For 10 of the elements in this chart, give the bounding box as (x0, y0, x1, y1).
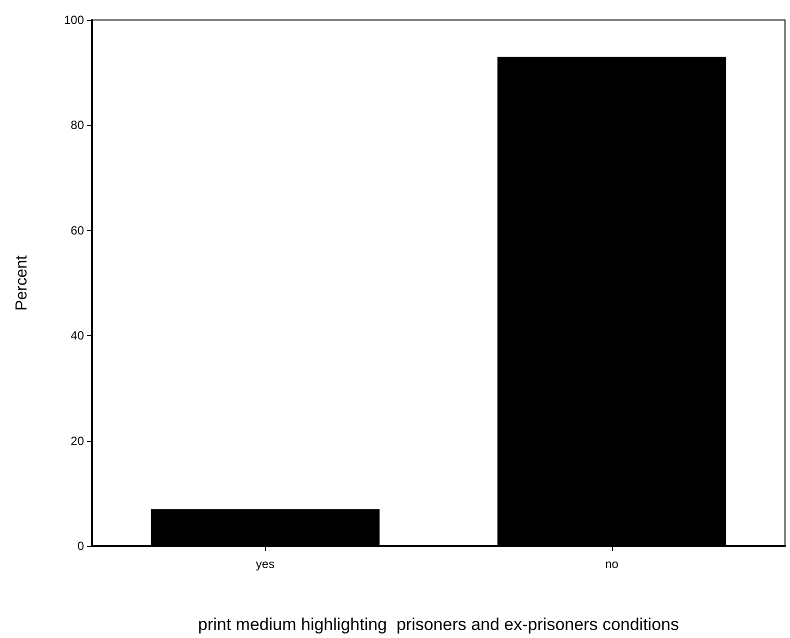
y-tick-label: 0 (77, 539, 84, 553)
y-tick-label: 60 (70, 223, 84, 238)
x-axis-title: print medium highlighting prisoners and ex-prisoners conditions (198, 615, 679, 634)
x-tick-label: yes (256, 557, 275, 571)
y-tick-label: 100 (64, 13, 84, 27)
y-axis-title: Percent (14, 254, 30, 311)
y-tick-label: 20 (70, 434, 84, 448)
y-tick-label: 80 (70, 118, 84, 132)
y-tick-label: 40 (70, 328, 84, 343)
x-tick-label: no (605, 557, 619, 571)
